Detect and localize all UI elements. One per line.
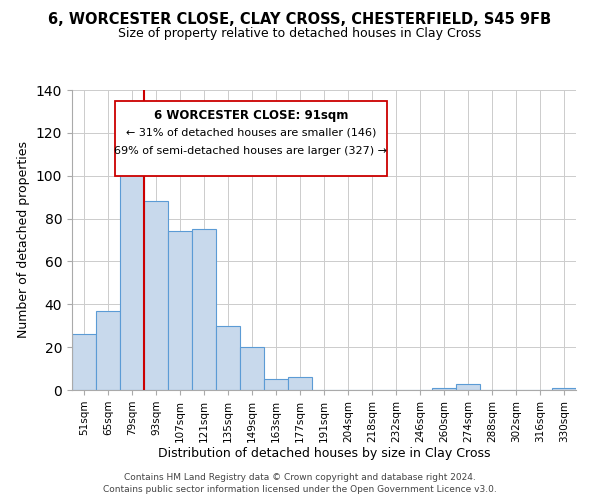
Bar: [72, 334, 96, 390]
Bar: [216, 326, 240, 390]
Text: ← 31% of detached houses are smaller (146): ← 31% of detached houses are smaller (14…: [126, 128, 376, 138]
Bar: [120, 137, 144, 390]
Bar: [144, 202, 168, 390]
Bar: [456, 384, 480, 390]
Bar: [96, 310, 120, 390]
Text: Contains public sector information licensed under the Open Government Licence v3: Contains public sector information licen…: [103, 485, 497, 494]
FancyBboxPatch shape: [115, 100, 387, 176]
Bar: [240, 347, 264, 390]
Bar: [552, 388, 576, 390]
Bar: [288, 377, 312, 390]
Bar: [192, 230, 216, 390]
Text: 6, WORCESTER CLOSE, CLAY CROSS, CHESTERFIELD, S45 9FB: 6, WORCESTER CLOSE, CLAY CROSS, CHESTERF…: [49, 12, 551, 28]
Bar: [264, 380, 288, 390]
Text: 69% of semi-detached houses are larger (327) →: 69% of semi-detached houses are larger (…: [115, 146, 388, 156]
Text: 6 WORCESTER CLOSE: 91sqm: 6 WORCESTER CLOSE: 91sqm: [154, 110, 348, 122]
Text: Size of property relative to detached houses in Clay Cross: Size of property relative to detached ho…: [118, 28, 482, 40]
Y-axis label: Number of detached properties: Number of detached properties: [17, 142, 31, 338]
Bar: [432, 388, 456, 390]
X-axis label: Distribution of detached houses by size in Clay Cross: Distribution of detached houses by size …: [158, 448, 490, 460]
Text: Contains HM Land Registry data © Crown copyright and database right 2024.: Contains HM Land Registry data © Crown c…: [124, 472, 476, 482]
Bar: [168, 232, 192, 390]
